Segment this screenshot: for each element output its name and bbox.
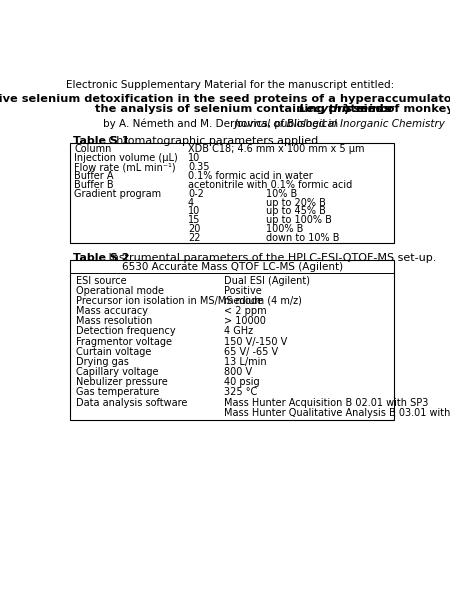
Text: medium (4 m/z): medium (4 m/z) <box>224 296 302 306</box>
Text: Curtain voltage: Curtain voltage <box>76 347 152 357</box>
Text: 0.35: 0.35 <box>188 162 210 172</box>
Text: 150 V/-150 V: 150 V/-150 V <box>224 337 287 347</box>
Text: down to 10% B: down to 10% B <box>266 233 339 243</box>
Text: Journal of Biological Inorganic Chemistry: Journal of Biological Inorganic Chemistr… <box>235 119 446 129</box>
Text: Precursor ion isolation in MS/MS mode: Precursor ion isolation in MS/MS mode <box>76 296 263 306</box>
Text: Mass resolution: Mass resolution <box>76 316 153 326</box>
Text: Mass accuracy: Mass accuracy <box>76 306 148 316</box>
Text: Operational mode: Operational mode <box>76 286 164 296</box>
Text: the analysis of selenium containing proteins of monkeypot nut (: the analysis of selenium containing prot… <box>94 104 450 113</box>
Text: up to 100% B: up to 100% B <box>266 215 331 225</box>
Text: Fragmentor voltage: Fragmentor voltage <box>76 337 172 347</box>
Text: 4: 4 <box>188 197 194 208</box>
Text: Table S 1: Table S 1 <box>73 136 130 146</box>
Text: Gradient program: Gradient program <box>74 188 161 199</box>
Text: ) seeds: ) seeds <box>344 104 391 113</box>
Text: Positive: Positive <box>224 286 261 296</box>
Text: Nebulizer pressure: Nebulizer pressure <box>76 377 168 388</box>
Text: Data analysis software: Data analysis software <box>76 398 188 407</box>
Text: Table S 2: Table S 2 <box>73 253 130 263</box>
Text: Detection frequency: Detection frequency <box>76 326 176 337</box>
Text: Capillary voltage: Capillary voltage <box>76 367 159 377</box>
Text: > 10000: > 10000 <box>224 316 266 326</box>
Text: 0-2: 0-2 <box>188 188 204 199</box>
Text: 10: 10 <box>188 153 200 163</box>
Text: Buffer A: Buffer A <box>74 171 113 181</box>
Text: Buffer B: Buffer B <box>74 180 114 190</box>
Text: by A. Németh and M. Dernovics, published in: by A. Németh and M. Dernovics, published… <box>103 119 341 130</box>
Bar <box>70 143 394 244</box>
Text: acetonitrile with 0.1% formic acid: acetonitrile with 0.1% formic acid <box>188 180 352 190</box>
Text: Electronic Supplementary Material for the manuscript entitled:: Electronic Supplementary Material for th… <box>67 80 395 91</box>
Text: up to 20% B: up to 20% B <box>266 197 325 208</box>
Text: 20: 20 <box>188 224 200 234</box>
Bar <box>70 260 394 420</box>
Text: Drying gas: Drying gas <box>76 357 129 367</box>
Text: 65 V/ -65 V: 65 V/ -65 V <box>224 347 278 357</box>
Text: 0.1% formic acid in water: 0.1% formic acid in water <box>188 171 313 181</box>
Text: Injection volume (μL): Injection volume (μL) <box>74 153 178 163</box>
Text: ESI source: ESI source <box>76 275 127 286</box>
Text: 10% B: 10% B <box>266 188 297 199</box>
Text: 15: 15 <box>188 215 200 225</box>
Text: < 2 ppm: < 2 ppm <box>224 306 266 316</box>
Text: XDB C18; 4.6 mm x 100 mm x 5 μm: XDB C18; 4.6 mm x 100 mm x 5 μm <box>188 145 364 154</box>
Text: Flow rate (mL min⁻¹): Flow rate (mL min⁻¹) <box>74 162 176 172</box>
Text: up to 45% B: up to 45% B <box>266 206 325 217</box>
Text: 4 GHz: 4 GHz <box>224 326 253 337</box>
Text: 22: 22 <box>188 233 201 243</box>
Text: Column: Column <box>74 145 112 154</box>
Text: 6530 Accurate Mass QTOF LC-MS (Agilent): 6530 Accurate Mass QTOF LC-MS (Agilent) <box>122 262 343 272</box>
Text: 325 °C: 325 °C <box>224 388 257 397</box>
Text: Effective selenium detoxification in the seed proteins of a hyperaccumulator pla: Effective selenium detoxification in the… <box>0 94 450 104</box>
Text: 800 V: 800 V <box>224 367 252 377</box>
Text: 40 psig: 40 psig <box>224 377 259 388</box>
Text: Instrumental parameters of the HPLC-ESI-QTOF-MS set-up.: Instrumental parameters of the HPLC-ESI-… <box>105 253 437 263</box>
Text: Lecythis minor: Lecythis minor <box>299 104 393 113</box>
Text: Mass Hunter Qualitative Analysis B 03.01 with SP3: Mass Hunter Qualitative Analysis B 03.01… <box>224 408 450 418</box>
Text: 13 L/min: 13 L/min <box>224 357 266 367</box>
Text: Dual ESI (Agilent): Dual ESI (Agilent) <box>224 275 310 286</box>
Text: Gas temperature: Gas temperature <box>76 388 160 397</box>
Text: Mass Hunter Acquisition B 02.01 with SP3: Mass Hunter Acquisition B 02.01 with SP3 <box>224 398 428 407</box>
Text: 100% B: 100% B <box>266 224 303 234</box>
Text: 10: 10 <box>188 206 200 217</box>
Text: Chromatographic parameters applied.: Chromatographic parameters applied. <box>105 136 322 146</box>
